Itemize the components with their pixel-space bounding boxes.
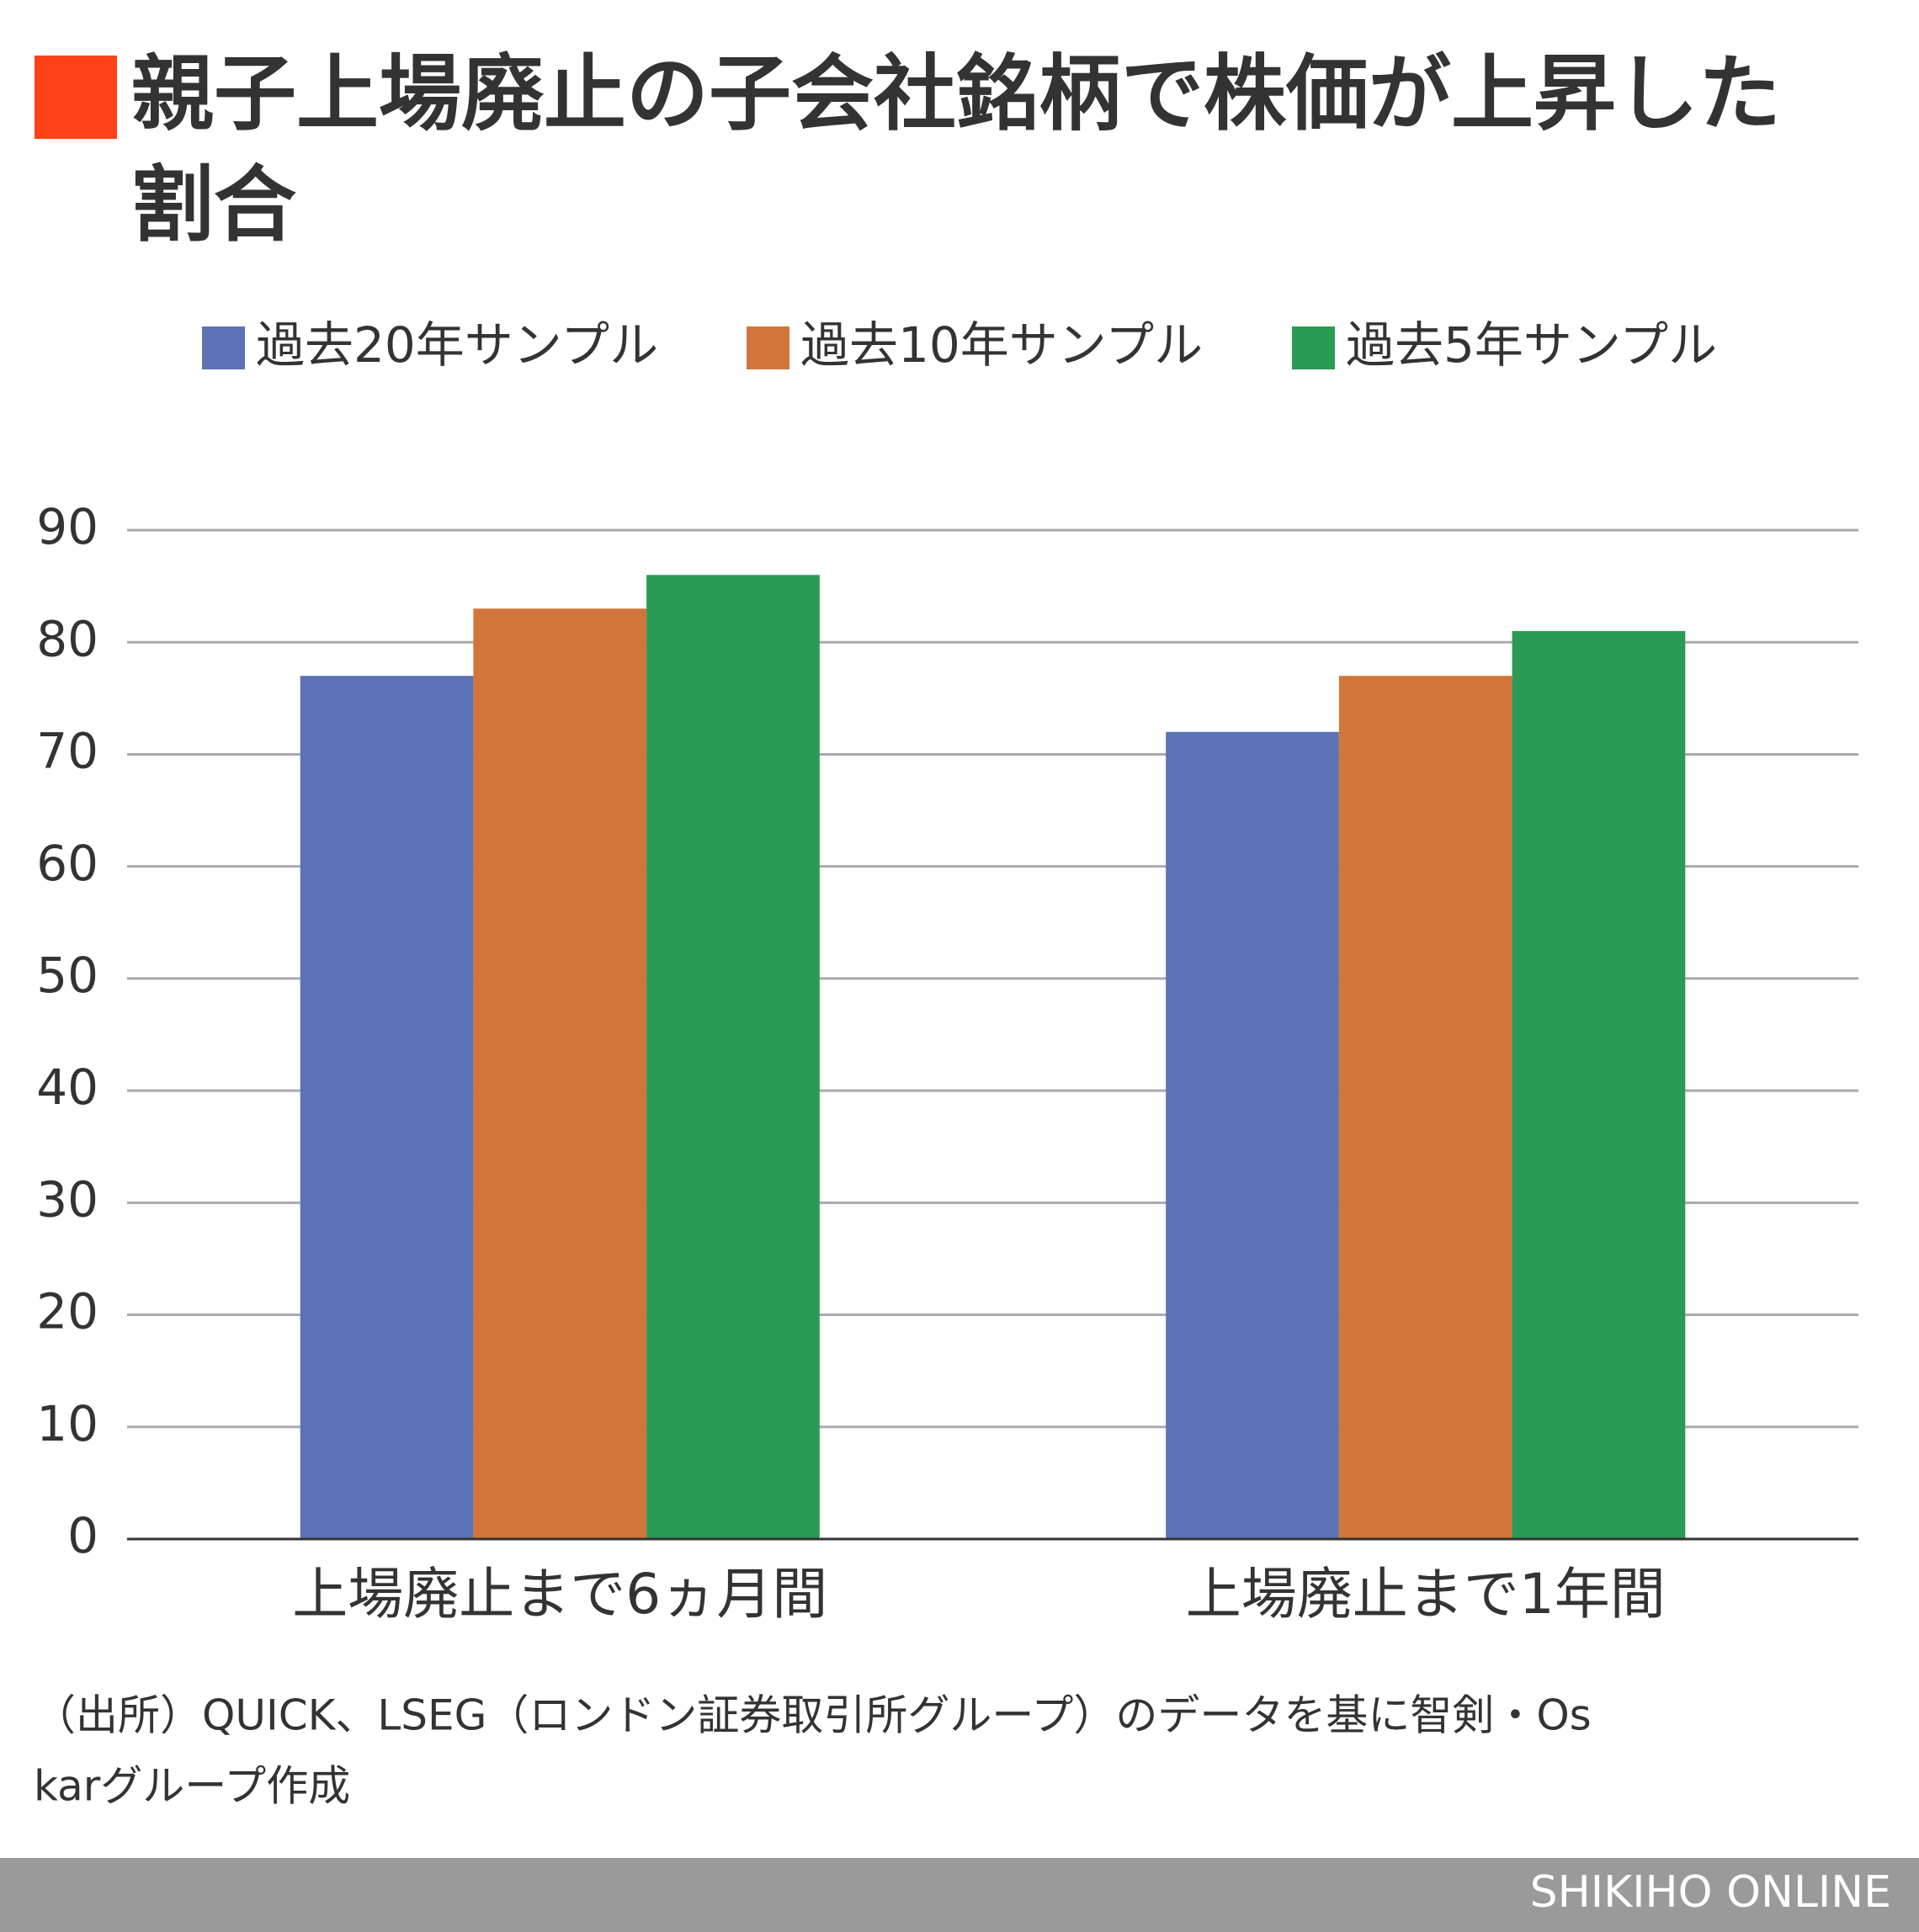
legend-swatch	[1292, 326, 1335, 369]
bar	[473, 608, 647, 1539]
y-tick-label: 80	[36, 610, 98, 667]
source-note: karグループ作成	[34, 1762, 350, 1811]
bar	[1512, 630, 1686, 1539]
footer-bar	[0, 1858, 1919, 1932]
legend-label: 過去20年サンプル	[256, 316, 658, 374]
y-tick-label: 40	[36, 1059, 98, 1116]
source-note: （出所）QUICK、LSEG（ロンドン証券取引所グループ）のデータを基に智剣・O…	[34, 1691, 1592, 1740]
bar	[300, 676, 474, 1539]
y-tick-label: 70	[36, 723, 98, 780]
y-tick-label: 30	[36, 1170, 98, 1228]
legend-swatch	[747, 326, 789, 369]
bar	[646, 575, 820, 1540]
y-tick-label: 10	[36, 1395, 98, 1452]
bar	[1338, 676, 1512, 1539]
y-tick-label: 50	[36, 947, 98, 1004]
y-tick-label: 90	[36, 498, 98, 555]
legend-label: 過去5年サンプル	[1346, 316, 1717, 374]
y-tick-label: 60	[36, 835, 98, 892]
x-tick-label: 上場廃止まで1年間	[1186, 1562, 1666, 1627]
bar	[1166, 731, 1339, 1539]
title-marker	[35, 56, 117, 139]
chart-title: 割合	[131, 157, 296, 253]
y-tick-label: 20	[36, 1283, 98, 1340]
brand: SHIKIHO ONLINE	[1530, 1867, 1891, 1918]
x-tick-label: 上場廃止まで6ヵ月間	[292, 1562, 827, 1627]
legend-label: 過去10年サンプル	[800, 316, 1203, 374]
y-tick-label: 0	[67, 1507, 98, 1564]
legend-swatch	[202, 326, 245, 369]
chart-title: 親子上場廃止の子会社銘柄で株価が上昇した	[131, 46, 1781, 142]
